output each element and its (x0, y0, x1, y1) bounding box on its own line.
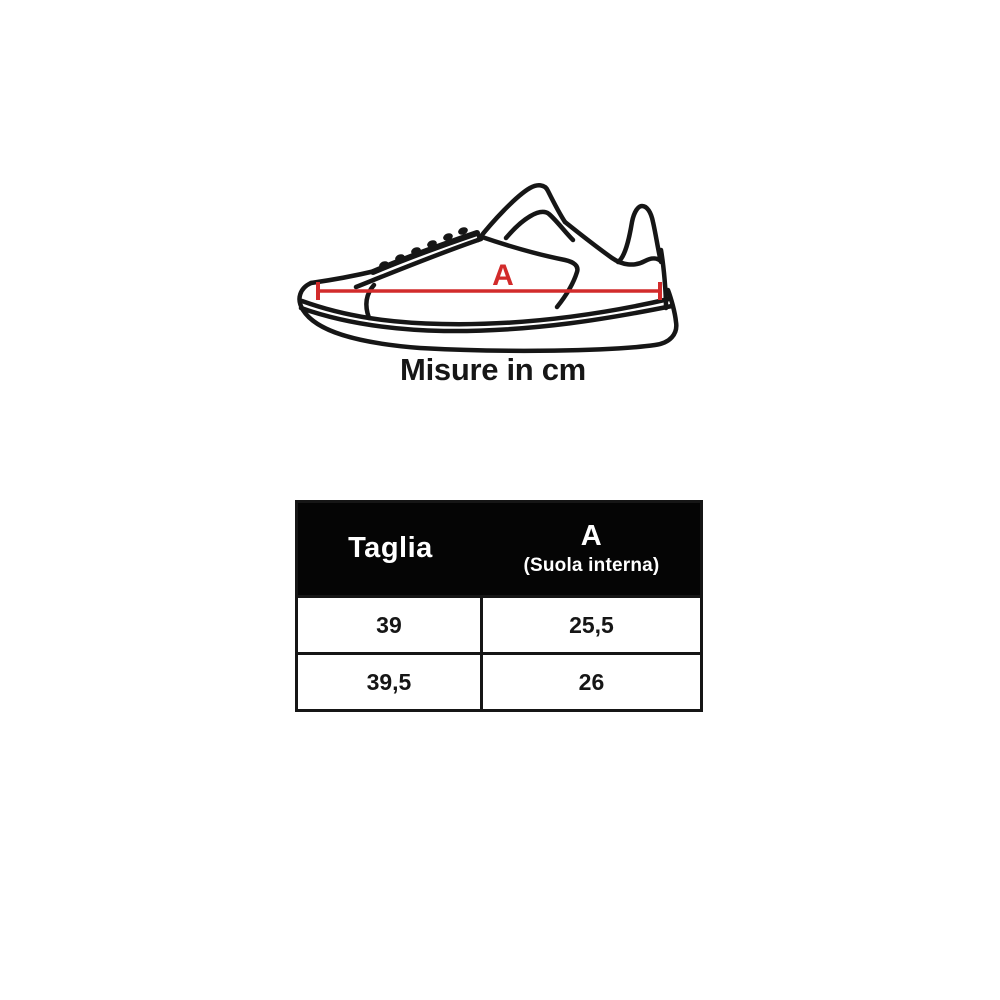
sneaker-linework (297, 183, 679, 354)
midsole-line-lower (298, 303, 675, 334)
size-table-header: Taglia A (Suola interna) (298, 503, 700, 595)
toe-seam (364, 282, 377, 321)
collar-line (562, 219, 665, 267)
size-table: Taglia A (Suola interna) 39 25,5 39,5 26 (295, 500, 703, 712)
lace-line (370, 230, 480, 275)
header-a-label: A (580, 520, 603, 553)
size-table-row: 39 25,5 (298, 595, 700, 652)
size-cell-taglia: 39 (298, 598, 483, 652)
size-table-row: 39,5 26 (298, 652, 700, 709)
header-a-sublabel: (Suola interna) (523, 554, 660, 576)
size-table-header-a: A (Suola interna) (483, 503, 700, 595)
measurement-line-a (316, 282, 662, 300)
collar-inner-fold (503, 209, 576, 243)
measurement-label-a: A (492, 259, 514, 292)
header-taglia-label: Taglia (348, 532, 433, 565)
size-table-header-taglia: Taglia (298, 503, 483, 595)
tongue-outline (475, 183, 568, 243)
heel-tab (615, 203, 664, 265)
size-cell-a: 25,5 (569, 611, 614, 638)
units-caption: Misure in cm (400, 352, 586, 387)
heel-back-edge (658, 247, 669, 311)
midsole-line-upper (299, 296, 672, 327)
vamp-line (353, 236, 484, 290)
size-cell-taglia: 39,5 (298, 655, 483, 709)
size-cell-a: 26 (578, 668, 605, 695)
lace-eyelets (379, 227, 468, 269)
quarter-panel-seam (476, 233, 580, 310)
sneaker-outline-drawing: A (297, 183, 679, 354)
